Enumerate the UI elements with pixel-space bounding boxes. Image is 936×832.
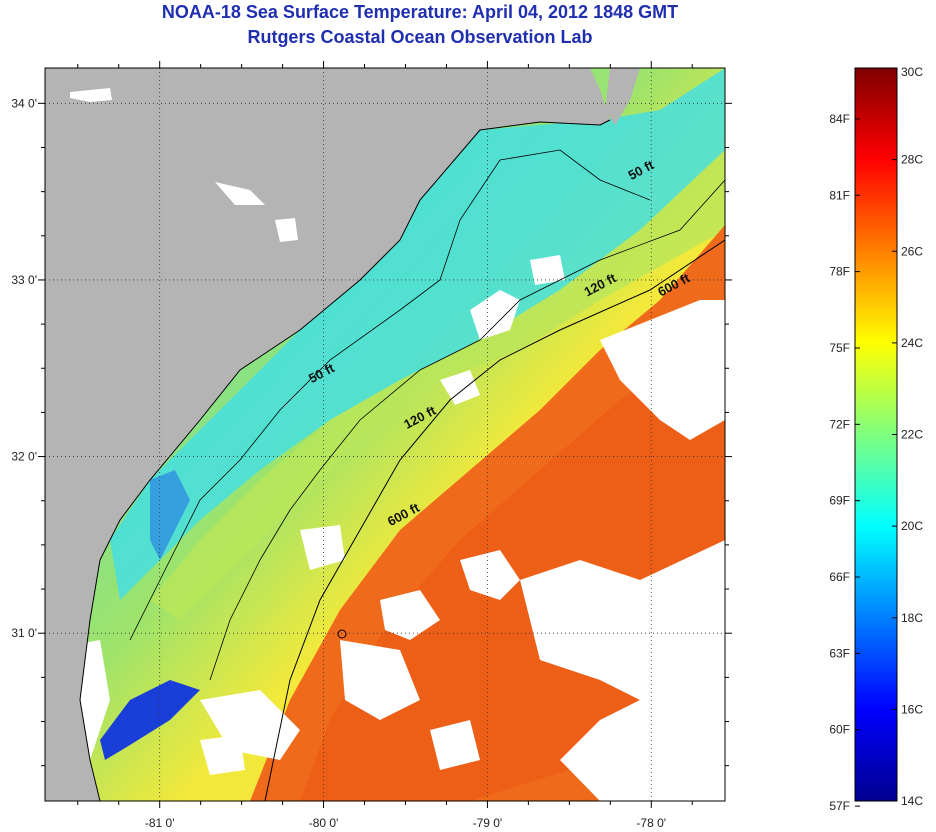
celsius-label: 26C [901,244,923,258]
fahrenheit-label: 60F [829,723,850,737]
land-north [605,68,640,125]
fahrenheit-label: 75F [829,341,850,355]
map-subtitle: Rutgers Coastal Ocean Observation Lab [247,27,593,47]
lat-tick-label: 34 0' [11,96,37,110]
fahrenheit-label: 63F [829,646,850,660]
inland-lakes [70,88,298,242]
map-title: NOAA-18 Sea Surface Temperature: April 0… [161,2,679,22]
fahrenheit-label: 78F [829,265,850,279]
isobath-120ft [209,179,725,681]
isobath-600ft [264,239,725,801]
fahrenheit-label: 72F [829,417,850,431]
lon-tick-label: -79 0' [473,816,503,830]
celsius-label: 20C [901,519,923,533]
lon-tick-label: -80 0' [309,816,339,830]
map-frame [44,67,726,802]
lon-tick-label: -78 0' [636,816,666,830]
lat-tick-label: 31 0' [11,626,37,640]
celsius-label: 16C [901,702,923,716]
celsius-label: 30C [901,65,923,79]
colorbar-gradient [854,67,898,802]
shelf-cool-water [110,68,725,600]
fahrenheit-label: 66F [829,570,850,584]
buoy-marker [337,629,347,639]
outer-shelf-green [150,150,725,620]
isobath-50ft [129,149,651,641]
celsius-label: 22C [901,428,923,442]
lat-tick-label: 32 0' [11,450,37,464]
lat-tick-label: 33 0' [11,273,37,287]
fahrenheit-label: 84F [829,112,850,126]
fahrenheit-label: 57F [829,799,850,813]
celsius-label: 14C [901,794,923,808]
coastline [79,119,611,801]
lon-tick-label: -81 0' [145,816,175,830]
cold-water-patch [100,680,200,760]
fahrenheit-label: 69F [829,494,850,508]
fahrenheit-label: 81F [829,188,850,202]
celsius-label: 28C [901,153,923,167]
celsius-label: 18C [901,611,923,625]
land-mass [45,68,610,801]
celsius-label: 24C [901,336,923,350]
